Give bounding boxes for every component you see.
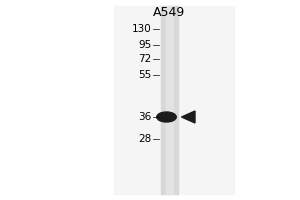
Text: A549: A549 (153, 6, 186, 19)
Bar (160, 6, 178, 194)
Bar (114, 6, 234, 194)
Text: 130: 130 (132, 24, 152, 34)
Text: 55: 55 (138, 70, 152, 80)
Bar (166, 6, 173, 194)
Ellipse shape (157, 112, 176, 122)
Text: 95: 95 (138, 40, 152, 50)
Text: 72: 72 (138, 54, 152, 64)
Text: 36: 36 (138, 112, 152, 122)
Polygon shape (182, 111, 195, 123)
Text: 28: 28 (138, 134, 152, 144)
